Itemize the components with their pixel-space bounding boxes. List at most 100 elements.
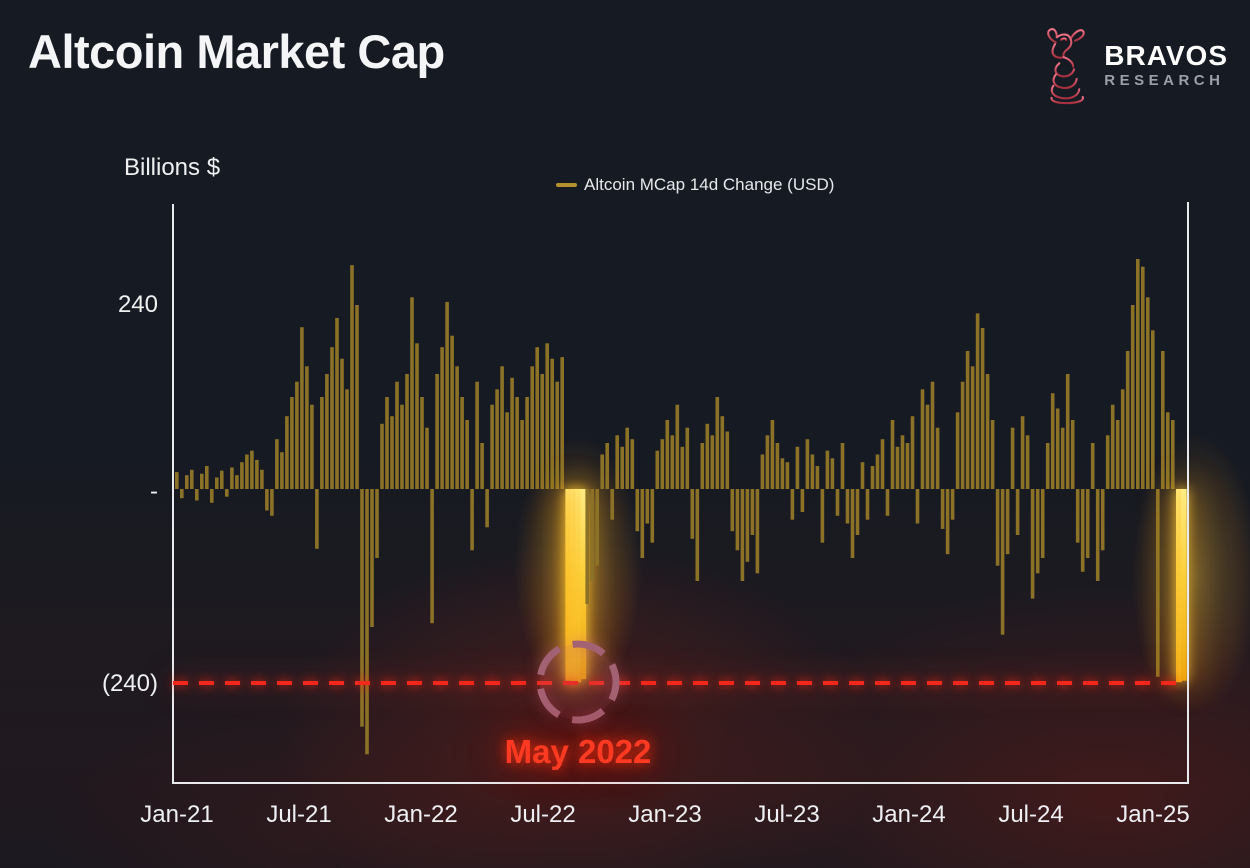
bar: [940, 489, 945, 529]
bar: [635, 489, 640, 532]
bar: [725, 431, 730, 489]
bar: [1020, 416, 1025, 489]
x-tick-label: Jan-22: [384, 801, 458, 828]
bar: [1055, 408, 1060, 489]
bar: [525, 397, 529, 489]
bar: [1030, 489, 1035, 599]
bar: [270, 489, 274, 516]
bar: [360, 489, 364, 727]
bar: [730, 489, 735, 532]
y-tick-label: (240): [101, 670, 158, 697]
x-tick-label: Jan-21: [140, 801, 214, 828]
bar: [910, 416, 915, 489]
legend-marker: [556, 183, 577, 187]
bar: [515, 397, 519, 489]
bar: [555, 381, 559, 489]
bar: [970, 366, 975, 489]
logo-brand: BRAVOS: [1104, 39, 1228, 71]
bar: [865, 489, 870, 520]
x-tick-label: Jul-23: [754, 801, 820, 828]
bar: [860, 462, 865, 489]
bar: [850, 489, 855, 558]
bar: [1156, 489, 1160, 677]
bar: [460, 397, 464, 489]
bar: [225, 489, 229, 497]
bar: [580, 489, 587, 680]
bar: [680, 446, 685, 489]
bar: [1050, 393, 1055, 489]
bar: [175, 472, 179, 489]
bar: [980, 328, 985, 489]
bar: [280, 452, 284, 489]
y-tick-label: 240: [117, 291, 158, 318]
bar: [835, 489, 840, 516]
bar: [350, 265, 354, 489]
bar: [585, 489, 589, 604]
right-axis-line: [1187, 202, 1189, 784]
bar: [185, 475, 189, 489]
bar: [1005, 489, 1010, 555]
logo-text: BRAVOS RESEARCH: [1104, 41, 1228, 89]
bar: [1141, 266, 1145, 489]
bar: [610, 489, 614, 520]
bar: [605, 443, 609, 489]
bar: [245, 454, 249, 489]
bar: [510, 377, 514, 489]
bar: [665, 420, 670, 489]
bar: [935, 427, 940, 489]
bar: [650, 489, 655, 543]
bar: [960, 381, 965, 489]
bar: [1000, 489, 1005, 635]
bar: [950, 489, 955, 520]
bar: [660, 439, 665, 489]
bar: [1181, 489, 1187, 681]
bar: [640, 489, 645, 558]
bar: [1040, 489, 1045, 558]
bar: [930, 381, 935, 489]
bar: [1151, 330, 1155, 489]
page-title: Altcoin Market Cap: [28, 25, 445, 78]
bar: [995, 489, 1000, 566]
bar: [945, 489, 950, 555]
bar: [1010, 427, 1015, 489]
bar: [855, 489, 860, 535]
bar: [315, 489, 319, 549]
bar: [1105, 435, 1110, 489]
bar: [260, 469, 264, 489]
bar: [215, 477, 219, 489]
x-tick-label: Jul-24: [998, 801, 1064, 828]
bar: [570, 489, 577, 685]
bar: [375, 489, 379, 558]
bar: [765, 435, 770, 489]
bar: [885, 489, 890, 516]
bar: [800, 489, 805, 512]
bar: [645, 489, 650, 524]
bar: [220, 470, 224, 489]
bar: [305, 366, 309, 489]
bar: [770, 420, 775, 489]
bar: [435, 374, 439, 489]
bar: [895, 446, 900, 489]
bar: [480, 443, 484, 489]
bar: [210, 489, 214, 503]
bar: [310, 404, 314, 489]
bar: [815, 466, 820, 489]
bar: [810, 454, 815, 489]
bar: [490, 404, 494, 489]
bar: [445, 301, 449, 489]
bar: [1060, 427, 1065, 489]
bar: [1130, 305, 1135, 489]
bar: [825, 450, 830, 489]
bar: [470, 489, 474, 551]
bar: [530, 366, 534, 489]
bar: [335, 318, 339, 489]
bar: [300, 327, 304, 489]
bar: [410, 297, 414, 489]
bar: [620, 446, 624, 489]
bar: [275, 439, 279, 489]
bar: [230, 467, 234, 489]
bar: [340, 358, 344, 489]
bar: [1161, 351, 1165, 489]
bar: [740, 489, 745, 581]
